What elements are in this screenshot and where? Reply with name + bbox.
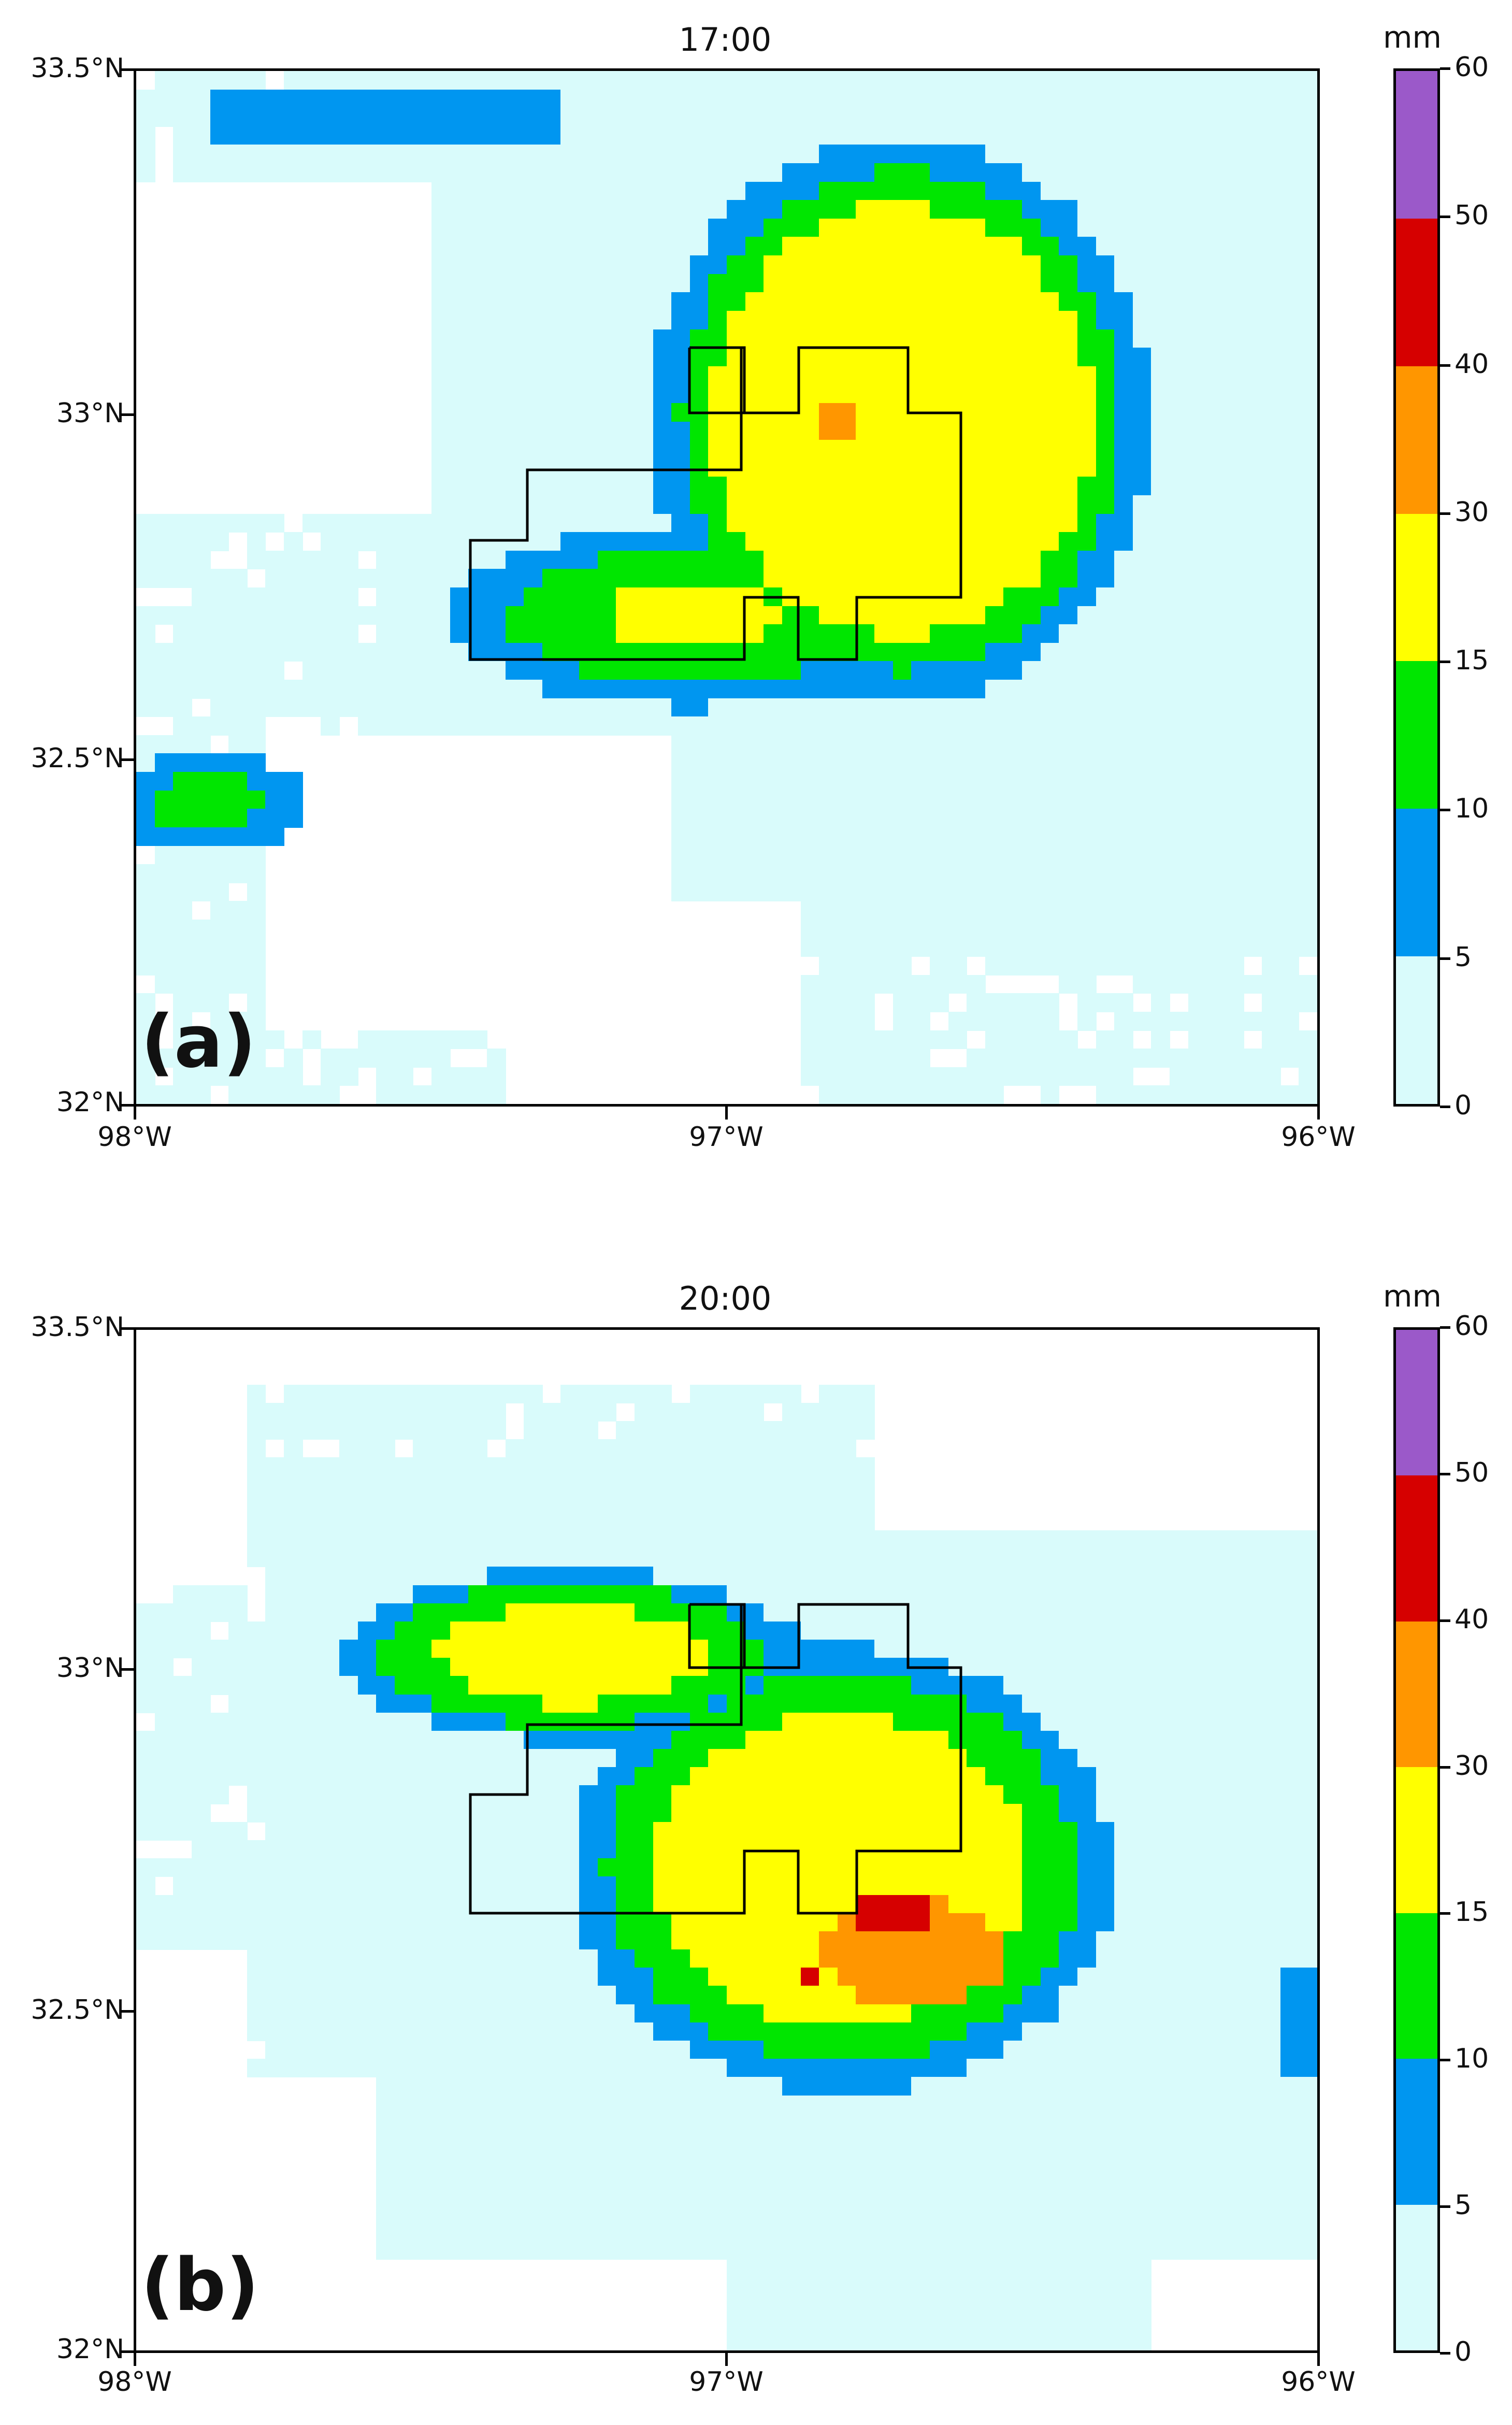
colorbar-segment — [1396, 809, 1437, 957]
y-tick-label: 32.5°N — [31, 743, 124, 774]
colorbar-tick-label: 0 — [1455, 2336, 1472, 2367]
rainfall-map-a — [134, 68, 1320, 1107]
colorbar-segment — [1396, 1767, 1437, 1913]
colorbar-segment — [1396, 2204, 1437, 2350]
colorbar-segment — [1396, 1475, 1437, 1622]
colorbar — [1393, 1327, 1440, 2353]
y-tick-label: 33°N — [56, 398, 124, 429]
y-tick-label: 32°N — [56, 1087, 124, 1118]
colorbar-segment — [1396, 661, 1437, 809]
y-tick-label: 33.5°N — [31, 53, 124, 84]
x-tick-label: 96°W — [1281, 1122, 1356, 1153]
panel-title: 20:00 — [679, 1280, 772, 1317]
panel-label: (a) — [141, 1000, 256, 1084]
colorbar-segment — [1396, 2059, 1437, 2205]
colorbar-tick-label: 15 — [1455, 645, 1489, 677]
x-tick-label: 97°W — [689, 1122, 764, 1153]
colorbar-segment — [1396, 1913, 1437, 2059]
colorbar-tick-label: 50 — [1455, 1457, 1489, 1488]
colorbar-tick-label: 30 — [1455, 1750, 1489, 1782]
rainfall-map-b — [134, 1327, 1320, 2353]
panel-title: 17:00 — [679, 21, 772, 59]
panel-a: 17:00 33.5°N 33°N 32.5°N 32°N 98°W 97°W … — [0, 0, 1512, 1212]
colorbar-segment — [1396, 366, 1437, 514]
region-boundary — [469, 346, 962, 661]
colorbar-tick-label: 50 — [1455, 200, 1489, 232]
colorbar — [1393, 68, 1440, 1107]
y-tick-label: 33.5°N — [31, 1312, 124, 1343]
y-tick-label: 32°N — [56, 2334, 124, 2365]
colorbar-tick-label: 15 — [1455, 1897, 1489, 1928]
colorbar-segment — [1396, 71, 1437, 219]
x-tick-label: 96°W — [1281, 2366, 1356, 2398]
panel-b: 20:00 33.5°N 33°N 32.5°N 32°N 98°W 97°W … — [0, 1212, 1512, 2425]
colorbar-segment — [1396, 513, 1437, 662]
colorbar-segment — [1396, 1330, 1437, 1476]
x-tick-label: 98°W — [97, 2366, 172, 2398]
colorbar-segment — [1396, 218, 1437, 366]
colorbar-unit: mm — [1383, 1279, 1442, 1314]
colorbar-tick-label: 40 — [1455, 348, 1489, 380]
x-tick-label: 98°W — [97, 1122, 172, 1153]
colorbar-tick-label: 60 — [1455, 1311, 1489, 1342]
colorbar-tick-label: 5 — [1455, 2190, 1472, 2221]
y-tick-label: 32.5°N — [31, 1994, 124, 2026]
colorbar-segment — [1396, 956, 1437, 1104]
colorbar-tick-label: 40 — [1455, 1603, 1489, 1635]
colorbar-tick-label: 60 — [1455, 52, 1489, 83]
colorbar-segment — [1396, 1621, 1437, 1768]
region-boundary — [469, 1603, 962, 1915]
colorbar-tick-label: 10 — [1455, 2043, 1489, 2075]
colorbar-tick-label: 5 — [1455, 941, 1472, 973]
colorbar-tick-label: 30 — [1455, 496, 1489, 528]
y-tick-label: 33°N — [56, 1653, 124, 1684]
colorbar-unit: mm — [1383, 20, 1442, 55]
colorbar-tick-label: 10 — [1455, 793, 1489, 825]
x-tick-label: 97°W — [689, 2366, 764, 2398]
colorbar-tick-label: 0 — [1455, 1090, 1472, 1121]
panel-label: (b) — [141, 2243, 260, 2328]
